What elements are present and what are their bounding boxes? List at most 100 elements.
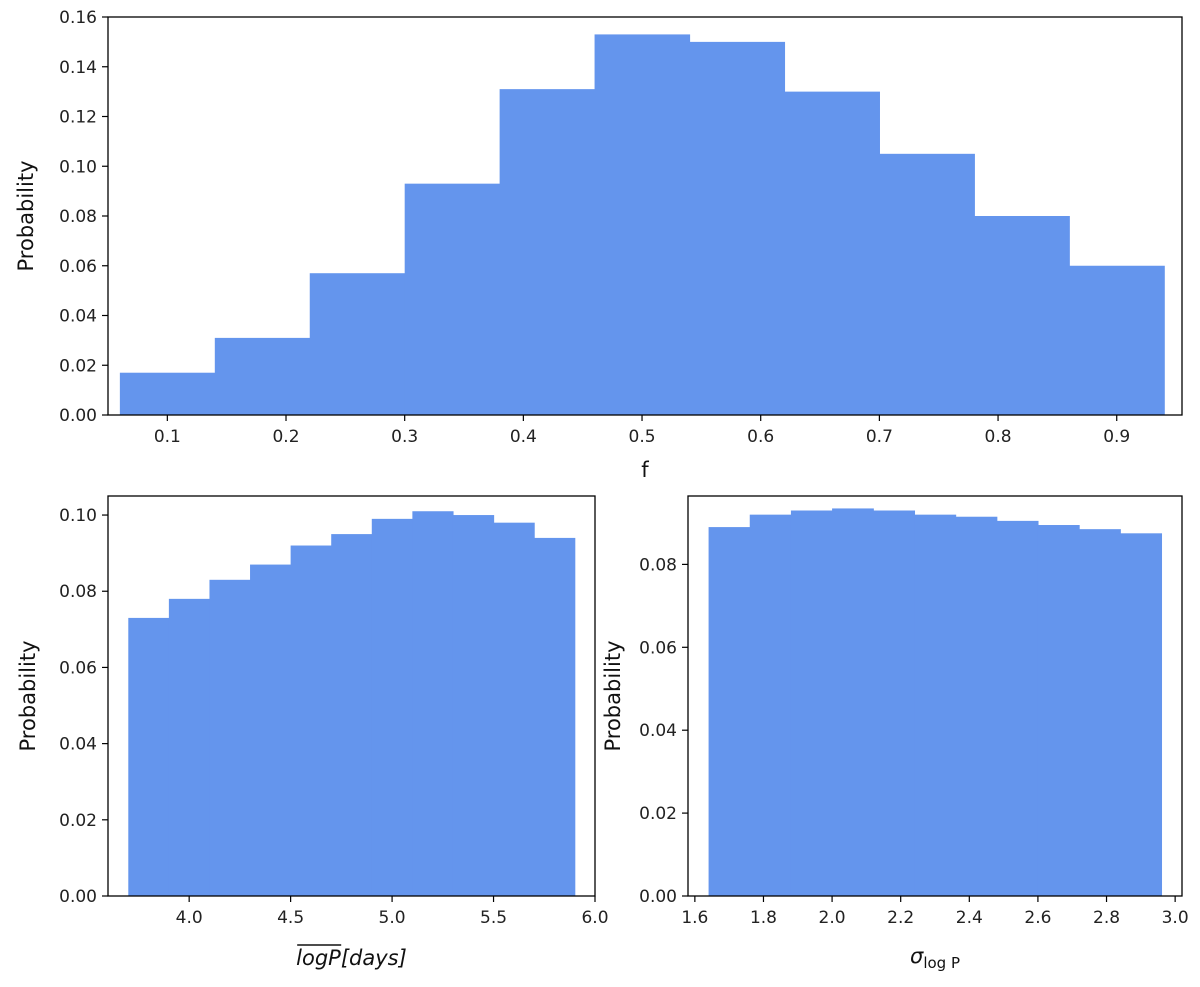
f-y-axis-label: Probability bbox=[14, 160, 38, 271]
f-bar-10 bbox=[1069, 265, 1165, 415]
sigma-plot-frame bbox=[687, 495, 1183, 897]
sigma-x-tick-label-2: 2.0 bbox=[819, 908, 846, 928]
f-histogram-bars bbox=[119, 34, 1165, 415]
sigma-bar-4 bbox=[873, 510, 916, 896]
sigma-label-symbol: σ bbox=[910, 944, 924, 968]
f-bar-4 bbox=[499, 89, 596, 415]
logp-bar-3 bbox=[250, 564, 292, 896]
logp-bar-8 bbox=[452, 515, 495, 896]
logp-y-tick-label-1: 0.02 bbox=[59, 811, 97, 831]
logp-x-axis-label: logP[days] bbox=[296, 944, 407, 970]
sigma-bar-0 bbox=[708, 527, 751, 896]
f-x-tick-label-8: 0.9 bbox=[1103, 427, 1130, 447]
sigma-bar-9 bbox=[1079, 529, 1121, 896]
f-x-tick-label-7: 0.8 bbox=[985, 427, 1012, 447]
logp-bar-2 bbox=[209, 579, 251, 896]
logp-bar-0 bbox=[128, 617, 170, 896]
f-bar-2 bbox=[309, 273, 406, 415]
sigma-label-subscript: log P bbox=[923, 954, 960, 972]
sigma-x-tick-label-3: 2.2 bbox=[887, 908, 914, 928]
f-x-tick-label-3: 0.4 bbox=[510, 427, 537, 447]
f-y-tick-label-2: 0.04 bbox=[59, 307, 97, 327]
logp-label-base: logP bbox=[296, 946, 341, 970]
f-bar-0 bbox=[119, 372, 216, 415]
logp-bar-4 bbox=[290, 545, 332, 896]
f-x-tick-label-4: 0.5 bbox=[629, 427, 656, 447]
f-x-tick-label-0: 0.1 bbox=[154, 427, 181, 447]
sigma-y-ticks: 0.00 0.02 0.04 0.06 0.08 bbox=[639, 555, 688, 907]
logp-label-units: [days] bbox=[341, 946, 407, 970]
svg-text:logP[days]: logP[days] bbox=[296, 946, 407, 970]
f-bar-1 bbox=[214, 337, 311, 415]
f-y-ticks: 0.00 0.02 0.04 0.06 0.08 0.10 0.12 0.14 0.16 bbox=[59, 8, 108, 426]
sigma-x-tick-label-6: 2.8 bbox=[1093, 908, 1120, 928]
f-x-tick-label-5: 0.6 bbox=[747, 427, 774, 447]
logp-y-tick-label-0: 0.00 bbox=[59, 887, 97, 907]
sigma-y-tick-label-2: 0.04 bbox=[639, 721, 677, 741]
sigma-x-tick-label-4: 2.4 bbox=[956, 908, 983, 928]
f-bar-3 bbox=[404, 183, 501, 415]
f-bar-9 bbox=[974, 216, 1070, 415]
f-x-ticks: 0.1 0.2 0.3 0.4 0.5 0.6 0.7 0.8 0.9 bbox=[154, 415, 1130, 447]
sigma-x-tick-label-0: 1.6 bbox=[681, 908, 708, 928]
logp-y-tick-label-4: 0.08 bbox=[59, 582, 97, 602]
sigma-x-tick-label-7: 3.0 bbox=[1162, 908, 1189, 928]
sigma-y-tick-label-0: 0.00 bbox=[639, 887, 677, 907]
sigma-bar-3 bbox=[832, 508, 874, 896]
sigma-x-axis-label: σlog P bbox=[910, 944, 960, 972]
f-histogram-panel: 0.1 0.2 0.3 0.4 0.5 0.6 0.7 0.8 0.9 0.00 0.02 0.04… bbox=[14, 8, 1183, 482]
sigma-bar-6 bbox=[955, 516, 998, 896]
f-x-tick-label-1: 0.2 bbox=[272, 427, 299, 447]
sigma-x-ticks: 1.6 1.8 2.0 2.2 2.4 2.6 2.8 3.0 bbox=[681, 896, 1189, 928]
sigma-bar-1 bbox=[749, 514, 792, 896]
logp-bar-6 bbox=[371, 518, 413, 896]
f-bar-8 bbox=[879, 153, 975, 415]
logp-x-tick-label-4: 6.0 bbox=[581, 908, 608, 928]
logp-bar-5 bbox=[331, 534, 373, 896]
sigma-bar-7 bbox=[996, 520, 1039, 896]
sigma-bar-2 bbox=[790, 510, 833, 896]
sigma-bar-10 bbox=[1120, 533, 1163, 896]
sigma-histogram-panel: 1.6 1.8 2.0 2.2 2.4 2.6 2.8 3.0 0.000.020.040.0… bbox=[601, 495, 1189, 972]
logp-bar-10 bbox=[534, 537, 576, 896]
sigma-bar-5 bbox=[914, 514, 957, 896]
f-y-tick-label-3: 0.06 bbox=[59, 257, 97, 277]
logp-x-ticks: 4.0 4.5 5.0 5.5 6.0 bbox=[176, 896, 609, 928]
logp-x-tick-label-2: 5.0 bbox=[379, 908, 406, 928]
f-y-tick-label-1: 0.02 bbox=[59, 356, 97, 376]
logp-plot-frame bbox=[107, 495, 596, 897]
logp-x-tick-label-0: 4.0 bbox=[176, 908, 203, 928]
logp-bar-9 bbox=[493, 522, 535, 896]
f-y-tick-label-0: 0.00 bbox=[59, 406, 97, 426]
f-y-tick-label-8: 0.16 bbox=[59, 8, 97, 28]
sigma-histogram-bars bbox=[708, 508, 1163, 896]
f-y-tick-label-4: 0.08 bbox=[59, 207, 97, 227]
f-y-tick-label-5: 0.10 bbox=[59, 157, 97, 177]
f-bar-7 bbox=[784, 91, 880, 415]
logp-y-tick-label-3: 0.06 bbox=[59, 658, 97, 678]
f-y-tick-label-6: 0.12 bbox=[59, 108, 97, 128]
sigma-x-tick-label-5: 2.6 bbox=[1024, 908, 1051, 928]
f-x-axis-label: f bbox=[641, 458, 649, 482]
f-bar-5 bbox=[594, 34, 691, 415]
sigma-y-tick-label-1: 0.02 bbox=[639, 804, 677, 824]
logp-y-tick-label-5: 0.10 bbox=[59, 506, 97, 526]
logp-histogram-panel: 4.0 4.5 5.0 5.5 6.0 0.00 0.02 0.04 0.06 0.08 0.10… bbox=[16, 495, 609, 970]
sigma-x-tick-label-1: 1.8 bbox=[750, 908, 777, 928]
f-y-tick-label-7: 0.14 bbox=[59, 58, 97, 78]
logp-x-tick-label-1: 4.5 bbox=[277, 908, 304, 928]
logp-y-ticks: 0.00 0.02 0.04 0.06 0.08 0.10 bbox=[59, 506, 108, 907]
sigma-y-axis-label: Probability bbox=[601, 640, 625, 751]
sigma-bar-8 bbox=[1037, 525, 1080, 896]
sigma-y-tick-label-4: 0.08 bbox=[639, 555, 677, 575]
logp-bar-1 bbox=[168, 598, 211, 896]
f-x-tick-label-6: 0.7 bbox=[866, 427, 893, 447]
sigma-y-tick-label-3: 0.06 bbox=[639, 638, 677, 658]
logp-y-tick-label-2: 0.04 bbox=[59, 735, 97, 755]
logp-bar-7 bbox=[412, 511, 454, 896]
logp-histogram-bars bbox=[128, 511, 576, 896]
f-bar-6 bbox=[689, 41, 786, 415]
logp-x-tick-label-3: 5.5 bbox=[480, 908, 507, 928]
f-x-tick-label-2: 0.3 bbox=[391, 427, 418, 447]
